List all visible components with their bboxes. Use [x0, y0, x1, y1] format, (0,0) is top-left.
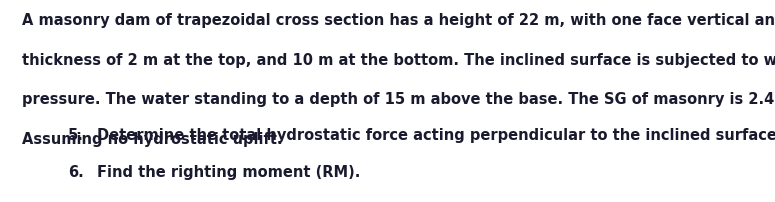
Text: Assuming no hydrostatic uplift.: Assuming no hydrostatic uplift. — [22, 131, 282, 146]
Text: thickness of 2 m at the top, and 10 m at the bottom. The inclined surface is sub: thickness of 2 m at the top, and 10 m at… — [22, 53, 775, 67]
Text: A masonry dam of trapezoidal cross section has a height of 22 m, with one face v: A masonry dam of trapezoidal cross secti… — [22, 13, 775, 28]
Text: 6.: 6. — [68, 165, 84, 180]
Text: pressure. The water standing to a depth of 15 m above the base. The SG of masonr: pressure. The water standing to a depth … — [22, 92, 775, 107]
Text: Determine the total hydrostatic force acting perpendicular to the inclined surfa: Determine the total hydrostatic force ac… — [97, 127, 775, 142]
Text: 5.: 5. — [68, 127, 84, 142]
Text: Find the righting moment (RM).: Find the righting moment (RM). — [97, 165, 360, 180]
